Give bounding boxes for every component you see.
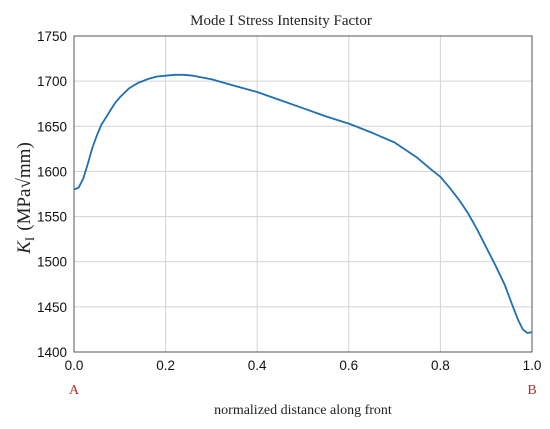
end-label-b: B: [527, 383, 536, 398]
x-tick-label: 0.6: [339, 358, 358, 373]
y-axis-symbol: K: [14, 240, 35, 255]
y-tick-label: 1550: [37, 210, 67, 225]
y-tick-label: 1400: [37, 345, 67, 360]
y-tick-labels: 1400 1450 1500 1550 1600 1650 1700 1750: [37, 29, 67, 360]
x-tick-label: 0.0: [65, 358, 84, 373]
y-tick-label: 1600: [37, 164, 67, 179]
x-tick-label: 0.2: [156, 358, 175, 373]
x-axis-label: normalized distance along front: [214, 403, 392, 418]
x-tick-label: 1.0: [523, 358, 542, 373]
y-tick-label: 1500: [37, 255, 67, 270]
y-axis-subscript: I: [22, 237, 37, 241]
y-tick-label: 1750: [37, 29, 67, 44]
y-tick-label: 1650: [37, 119, 67, 134]
gridlines: [73, 35, 533, 353]
svg-text:KI(MPa√mm): KI (MPa√mm): [14, 142, 37, 255]
end-label-a: A: [69, 383, 80, 398]
x-tick-label: 0.4: [248, 358, 267, 373]
x-tick-labels: 0.0 0.2 0.4 0.6 0.8 1.0: [65, 358, 542, 373]
x-tick-label: 0.8: [431, 358, 450, 373]
y-tick-label: 1450: [37, 300, 67, 315]
y-axis-label: KI (MPa√mm): [14, 142, 37, 255]
chart-title: Mode I Stress Intensity Factor: [190, 13, 372, 29]
series-line: [73, 73, 533, 334]
y-axis-unit: (MPa√mm): [14, 142, 35, 231]
y-tick-label: 1700: [37, 74, 67, 89]
plot-area: [73, 35, 533, 353]
